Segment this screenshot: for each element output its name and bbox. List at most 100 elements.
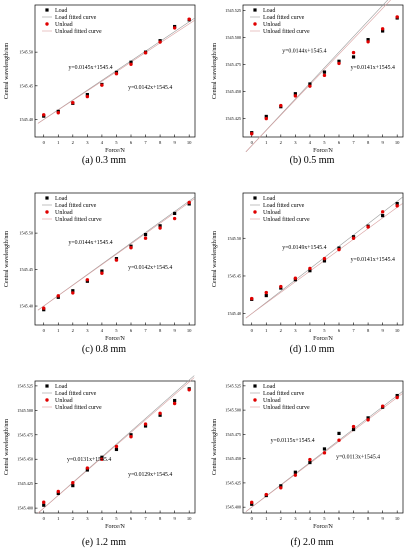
legend-label-e: Unload fitted curve	[55, 404, 102, 411]
point-unload-d	[293, 276, 298, 280]
legend-label-b: Load	[263, 8, 275, 14]
legend-unload-marker-c	[45, 210, 49, 214]
point-unload-d	[264, 290, 268, 295]
y-tick-label-f: 1545.525	[225, 383, 241, 388]
point-unload-f	[337, 438, 341, 442]
point-unload-f	[366, 418, 370, 422]
y-axis-label-c: Central wavelength/nm	[4, 231, 10, 287]
point-unload-b	[395, 15, 399, 19]
legend-load-marker-f	[253, 384, 257, 388]
x-axis-label-e: Force/N	[105, 524, 125, 530]
x-tick-label-c: 1	[57, 328, 60, 333]
x-tick-label-f: 0	[251, 516, 254, 521]
y-axis-label-a: Central wavelength/nm	[4, 43, 10, 99]
point-unload-c	[129, 245, 133, 250]
x-tick-label-f: 4	[309, 516, 312, 521]
legend-load-marker-c	[45, 196, 49, 200]
x-tick-label-e: 0	[43, 516, 46, 521]
panel-caption-c: (c) 0.8 mm	[82, 344, 126, 355]
x-axis-label-b: Force/N	[313, 148, 333, 154]
x-tick-label-a: 4	[101, 140, 104, 145]
point-unload-e	[71, 480, 75, 485]
y-tick-label-a: 1545.45	[19, 83, 33, 88]
x-tick-label-b: 6	[338, 140, 341, 145]
point-load-a	[85, 92, 89, 97]
point-load-e	[85, 468, 89, 472]
point-load-f	[322, 447, 327, 451]
point-load-d	[395, 201, 399, 206]
point-unload-a	[143, 51, 148, 55]
point-unload-a	[56, 111, 60, 115]
point-unload-a	[114, 71, 119, 76]
point-unload-c	[56, 294, 60, 298]
legend-label-d: Load	[263, 196, 275, 202]
point-unload-d	[279, 284, 283, 289]
y-tick-label-c: 1545.50	[19, 231, 33, 236]
point-unload-f	[380, 404, 385, 408]
legend-label-c: Unload fitted curve	[55, 216, 102, 223]
panel-b: (b) 0.5 mm 0 1 2 3 4 5 6 7 8 9 10 1545.425 1545.450 1…	[212, 0, 404, 166]
fit-equation-load-c: y=0.0144x+1545.4	[68, 240, 112, 246]
point-load-e	[56, 491, 60, 496]
legend-label-a: Load	[55, 8, 67, 14]
legend-unload-marker-e	[45, 398, 49, 402]
point-unload-b	[380, 27, 385, 31]
x-tick-label-f: 1	[265, 516, 268, 521]
x-tick-label-d: 9	[381, 328, 384, 333]
plot-frame-c	[34, 192, 196, 326]
point-load-c	[100, 269, 104, 273]
y-tick-label-e: 1545.400	[17, 506, 33, 511]
point-unload-f	[322, 451, 327, 455]
x-tick-label-e: 8	[159, 516, 162, 521]
x-tick-label-d: 0	[251, 328, 254, 333]
point-load-f	[279, 484, 283, 488]
point-load-d	[308, 269, 312, 273]
fit-equation-load-d: y=0.0149x+1545.4	[282, 245, 326, 251]
point-unload-f	[293, 473, 298, 477]
legend-unload-marker-b	[253, 22, 257, 26]
legend-label-c: Unload	[55, 210, 73, 216]
point-load-e	[71, 484, 75, 488]
point-unload-b	[337, 61, 341, 66]
legend-label-f: Unload fitted curve	[263, 404, 310, 411]
point-load-b	[322, 70, 327, 74]
y-tick-label-e: 1545.500	[17, 408, 33, 413]
point-load-b	[366, 38, 370, 42]
x-tick-label-d: 8	[367, 328, 370, 333]
y-axis-label-d: Central wavelength/nm	[212, 231, 218, 287]
x-tick-label-b: 10	[395, 140, 400, 145]
x-tick-label-c: 10	[187, 328, 192, 333]
legend-label-f: Load fitted curve	[263, 390, 305, 397]
x-tick-label-b: 4	[309, 140, 312, 145]
x-tick-label-a: 6	[130, 140, 133, 145]
point-unload-b	[264, 116, 268, 121]
legend-label-c: Load	[55, 196, 67, 202]
x-tick-label-d: 4	[309, 328, 312, 333]
point-unload-a	[187, 17, 191, 21]
point-unload-f	[395, 395, 399, 400]
point-unload-f	[250, 500, 254, 505]
point-load-c	[143, 232, 148, 237]
point-unload-e	[100, 457, 104, 461]
point-unload-c	[143, 236, 148, 240]
point-load-f	[250, 502, 254, 506]
x-tick-label-b: 0	[251, 140, 254, 145]
point-unload-a	[85, 94, 90, 99]
y-tick-label-e: 1545.450	[17, 457, 33, 462]
point-load-d	[322, 259, 327, 263]
legend-label-b: Unload fitted curve	[263, 28, 310, 35]
panel-caption-b: (b) 0.5 mm	[290, 155, 335, 166]
x-tick-label-d: 5	[323, 328, 326, 333]
panel-caption-a: (a) 0.3 mm	[82, 155, 126, 166]
x-tick-label-a: 1	[57, 140, 60, 145]
x-tick-label-c: 8	[159, 328, 162, 333]
legend-load-marker-e	[45, 384, 49, 388]
point-unload-d	[337, 247, 341, 252]
y-tick-label-f: 1545.425	[225, 480, 241, 485]
legend-label-d: Unload fitted curve	[263, 216, 310, 223]
point-unload-a	[158, 40, 162, 44]
fit-equation-unload-b: y=0.0141x+1545.4	[351, 65, 395, 71]
point-unload-c	[85, 278, 90, 282]
plot-frame-f	[242, 380, 404, 514]
